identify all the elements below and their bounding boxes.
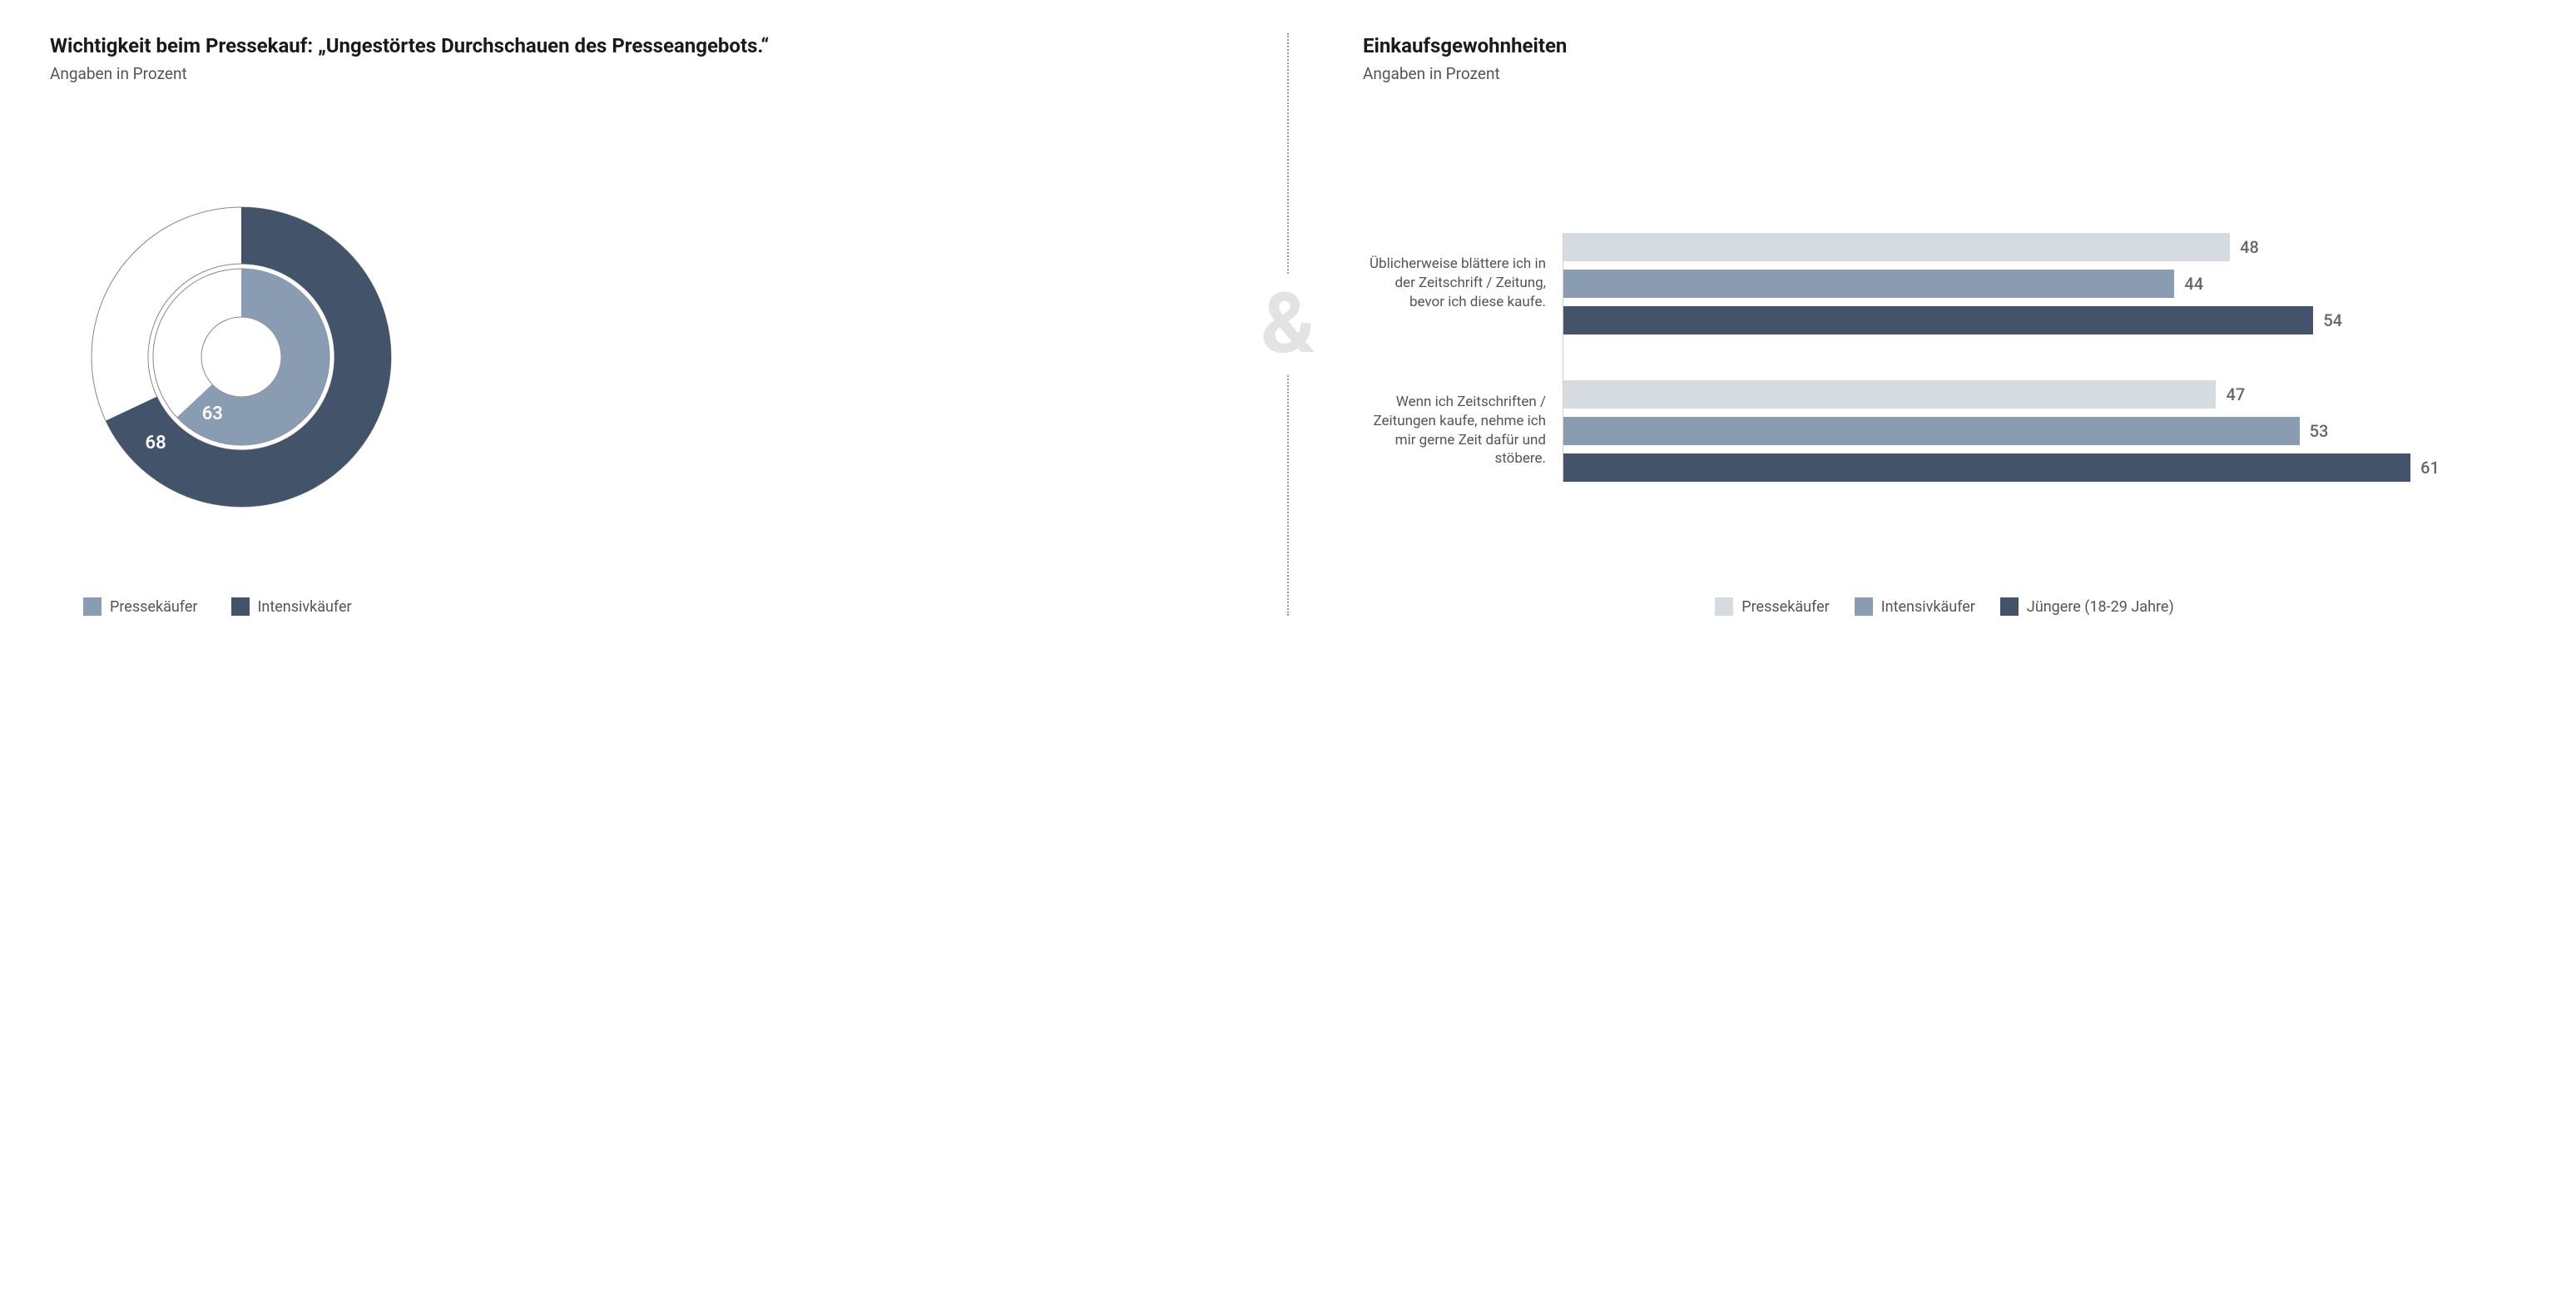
legend-swatch (1715, 597, 1733, 616)
bar-value: 54 (2323, 310, 2342, 330)
bar-group-caption: Üblicherweise blättere ich in der Zeitsc… (1363, 233, 1563, 334)
bar-value: 61 (2420, 458, 2440, 478)
bar-row: 54 (1563, 306, 2526, 334)
legend-item: Pressekäufer (1715, 597, 1830, 616)
legend-item: Intensivkäufer (231, 597, 352, 616)
legend-label: Intensivkäufer (258, 598, 352, 616)
bar-row: 47 (1563, 380, 2526, 409)
bar-chart: Üblicherweise blättere ich in der Zeitsc… (1363, 141, 2526, 572)
layout: Wichtigkeit beim Pressekauf: „Ungestörte… (50, 33, 2526, 616)
left-legend: Pressekäufer Intensivkäufer (50, 597, 1213, 616)
legend-item: Jüngere (18-29 Jahre) (2000, 597, 2174, 616)
legend-swatch (1855, 597, 1873, 616)
legend-label: Intensivkäufer (1881, 598, 1975, 616)
left-panel: Wichtigkeit beim Pressekauf: „Ungestörte… (50, 33, 1263, 616)
left-title: Wichtigkeit beim Pressekauf: „Ungestörte… (50, 33, 1213, 59)
legend-swatch (83, 597, 102, 616)
left-subtitle: Angaben in Prozent (50, 64, 1213, 83)
right-panel: Einkaufsgewohnheiten Angaben in Prozent … (1313, 33, 2526, 616)
bar-value: 44 (2184, 274, 2203, 294)
bar (1563, 233, 2230, 261)
legend-swatch (231, 597, 250, 616)
legend-label: Pressekäufer (110, 598, 198, 616)
bar (1563, 270, 2174, 298)
bar (1563, 306, 2313, 334)
bar-row: 53 (1563, 417, 2526, 445)
svg-text:63: 63 (202, 404, 223, 424)
legend-swatch (2000, 597, 2019, 616)
bar-row: 61 (1563, 453, 2526, 482)
right-title: Einkaufsgewohnheiten (1363, 33, 2526, 59)
bar (1563, 453, 2410, 482)
bar-group: 48 44 54 (1563, 233, 2526, 334)
bar-bars-col: 48 44 54 47 53 61 (1563, 233, 2526, 482)
ampersand-icon: & (1261, 275, 1315, 374)
bar-value: 47 (2226, 384, 2245, 404)
donut-chart-wrap: 63 68 (50, 141, 1213, 572)
divider: & (1263, 33, 1313, 616)
right-subtitle: Angaben in Prozent (1363, 64, 2526, 83)
bar-value: 53 (2310, 421, 2329, 441)
legend-item: Intensivkäufer (1855, 597, 1975, 616)
right-heading-group: Einkaufsgewohnheiten Angaben in Prozent (1363, 33, 2526, 116)
donut-chart: 63 68 (83, 199, 399, 515)
bar-captions-col: Üblicherweise blättere ich in der Zeitsc… (1363, 233, 1563, 482)
bar-group: 47 53 61 (1563, 380, 2526, 482)
bar-value: 48 (2240, 237, 2259, 257)
bar-row: 44 (1563, 270, 2526, 298)
bar-row: 48 (1563, 233, 2526, 261)
bar (1563, 417, 2300, 445)
bar-group-caption: Wenn ich Zeitschriften / Zeitungen kaufe… (1363, 380, 1563, 482)
legend-item: Pressekäufer (83, 597, 198, 616)
legend-label: Jüngere (18-29 Jahre) (2027, 598, 2174, 616)
svg-text:68: 68 (146, 433, 166, 453)
bar (1563, 380, 2216, 409)
left-heading-group: Wichtigkeit beim Pressekauf: „Ungestörte… (50, 33, 1213, 116)
legend-label: Pressekäufer (1741, 598, 1830, 616)
right-legend: Pressekäufer Intensivkäufer Jüngere (18-29… (1363, 597, 2526, 616)
